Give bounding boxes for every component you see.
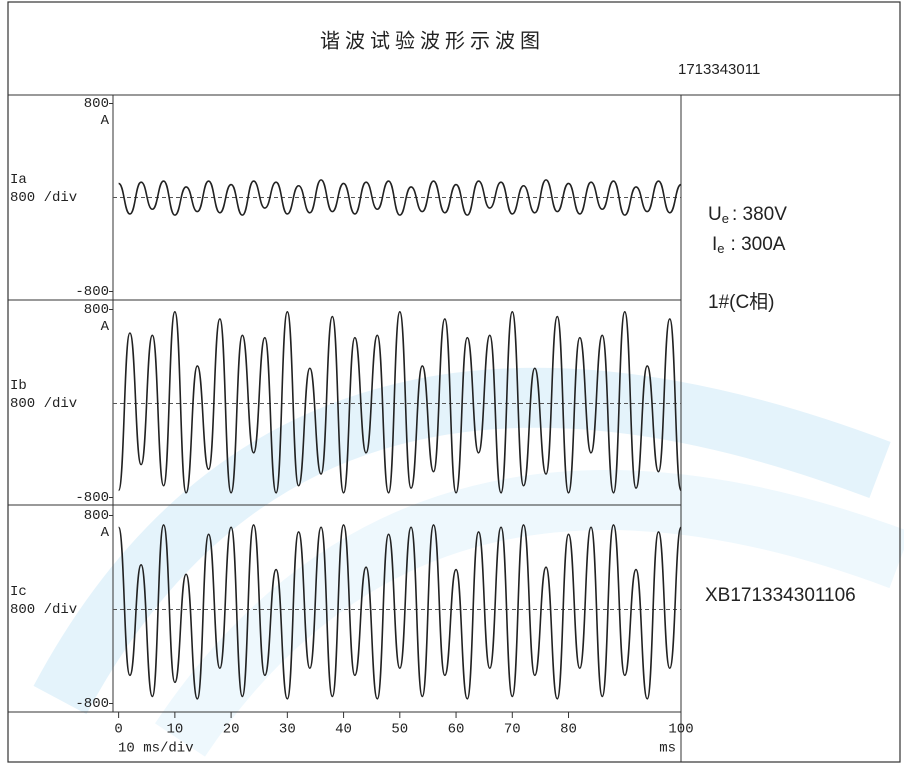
serial: XB171334301106 <box>705 585 856 606</box>
record-code: 1713343011 <box>678 61 760 78</box>
unit-label: A <box>101 113 110 129</box>
scale-label: 800 /div <box>10 190 77 206</box>
x-unit: ms <box>659 741 676 757</box>
frame <box>7 1 901 763</box>
waveform <box>117 311 682 494</box>
watermark-arc <box>33 367 891 715</box>
y-tick-label: 800 <box>84 96 109 112</box>
x-scale-label: 10 ms/div <box>118 741 194 757</box>
unit-label: A <box>101 319 110 335</box>
channel-name: Ib <box>10 378 27 394</box>
rated-current: Ie : 300A <box>712 234 786 256</box>
waveform <box>117 524 682 700</box>
x-tick-label: 60 <box>448 722 465 738</box>
x-tick-label: 20 <box>223 722 240 738</box>
phase: 1#(C相) <box>708 291 775 313</box>
x-tick-label: 100 <box>668 722 693 738</box>
y-tick-label: -800 <box>75 696 109 712</box>
unit-label: A <box>101 525 110 541</box>
waveform <box>118 179 682 216</box>
x-tick-label: 0 <box>114 722 122 738</box>
symbol: I <box>712 234 717 255</box>
watermark-arc <box>155 470 904 757</box>
rated-voltage: Ue: 380V <box>708 204 787 226</box>
x-tick-label: 70 <box>504 722 521 738</box>
x-tick-label: 50 <box>391 722 408 738</box>
x-tick-label: 80 <box>560 722 577 738</box>
channel-name: Ic <box>10 584 27 600</box>
subscript: e <box>722 211 729 226</box>
x-tick-label: 30 <box>279 722 296 738</box>
x-tick-label: 40 <box>335 722 352 738</box>
y-tick-label: 800 <box>84 508 109 524</box>
y-tick-label: -800 <box>75 284 109 300</box>
page-title: 谐 波 试 验 波 形 示 波 图 <box>320 30 540 53</box>
channel-name: Ia <box>10 172 27 188</box>
y-tick-label: -800 <box>75 490 109 506</box>
symbol: U <box>708 204 722 225</box>
scale-label: 800 /div <box>10 602 77 618</box>
x-tick-label: 10 <box>166 722 183 738</box>
value: : 380V <box>732 204 787 225</box>
y-tick-label: 800 <box>84 302 109 318</box>
value: : 300A <box>731 234 786 255</box>
scale-label: 800 /div <box>10 396 77 412</box>
subscript: e <box>717 241 724 256</box>
